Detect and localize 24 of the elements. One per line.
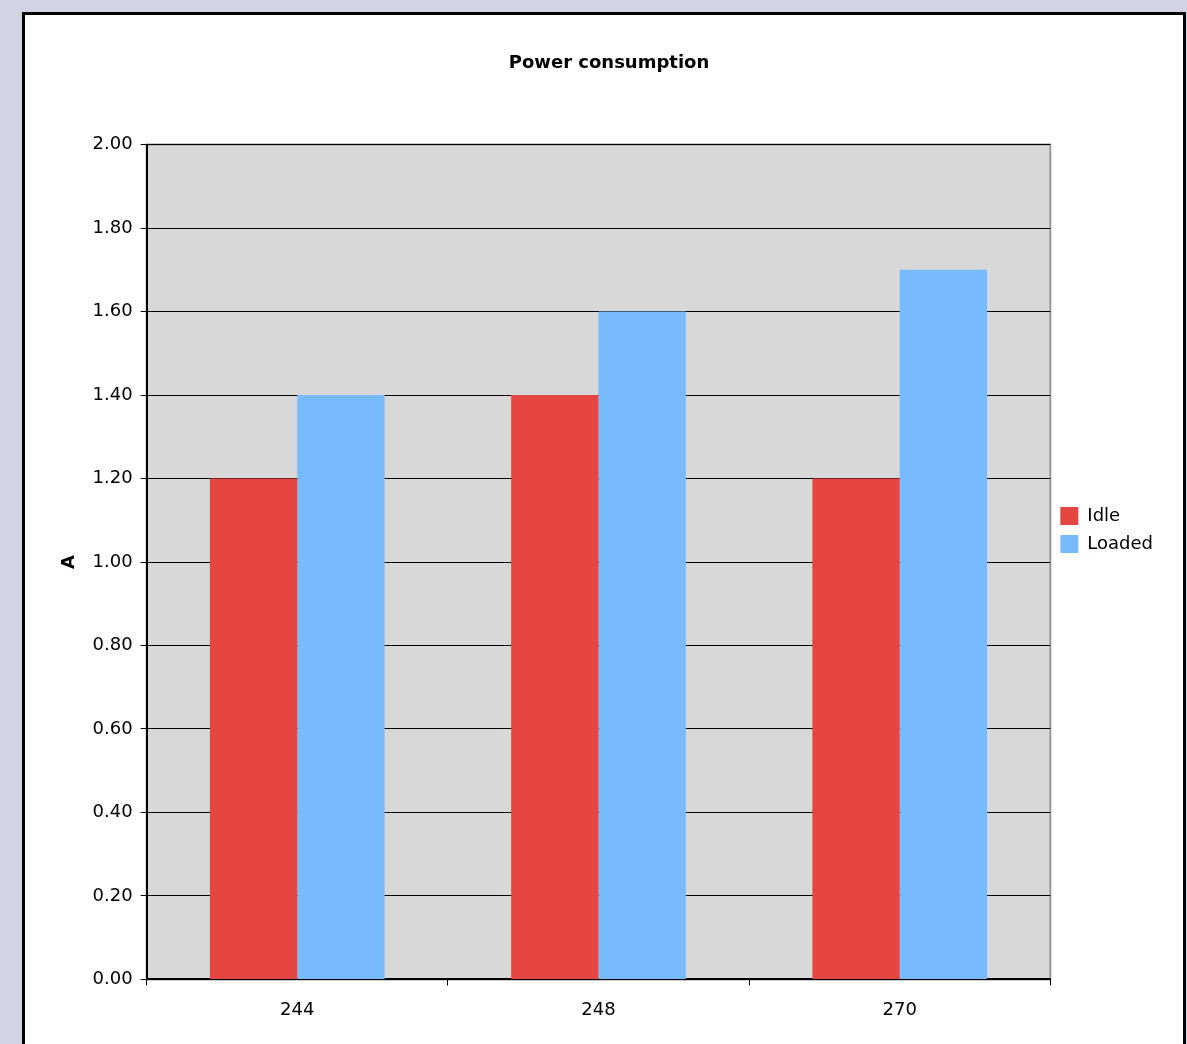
y-tick-label: 1.80 xyxy=(92,215,133,237)
bar xyxy=(511,395,599,979)
y-tick-label: 1.40 xyxy=(92,382,133,404)
bar xyxy=(209,478,298,979)
bar xyxy=(598,311,686,979)
x-tick-label: 248 xyxy=(581,997,616,1019)
legend-label: Loaded xyxy=(1087,531,1154,553)
x-tick-label: 244 xyxy=(280,997,315,1019)
y-tick-label: 0.60 xyxy=(92,716,133,738)
y-tick-label: 0.20 xyxy=(92,883,133,905)
y-tick-label: 0.00 xyxy=(92,967,133,989)
y-tick-label: 0.80 xyxy=(92,633,133,655)
y-tick-label: 2.00 xyxy=(92,132,133,154)
x-tick-label: 270 xyxy=(882,997,917,1019)
chart-title: Power consumption xyxy=(508,51,710,73)
y-tick-label: 0.40 xyxy=(92,800,133,822)
y-tick-label: 1.20 xyxy=(92,466,133,488)
y-tick-label: 1.60 xyxy=(92,299,133,321)
y-axis-title: A xyxy=(57,554,79,569)
bar xyxy=(812,478,900,979)
y-tick-label: 1.00 xyxy=(92,549,133,571)
legend-label: Idle xyxy=(1087,503,1121,525)
bar xyxy=(899,269,988,979)
bar xyxy=(297,395,385,979)
